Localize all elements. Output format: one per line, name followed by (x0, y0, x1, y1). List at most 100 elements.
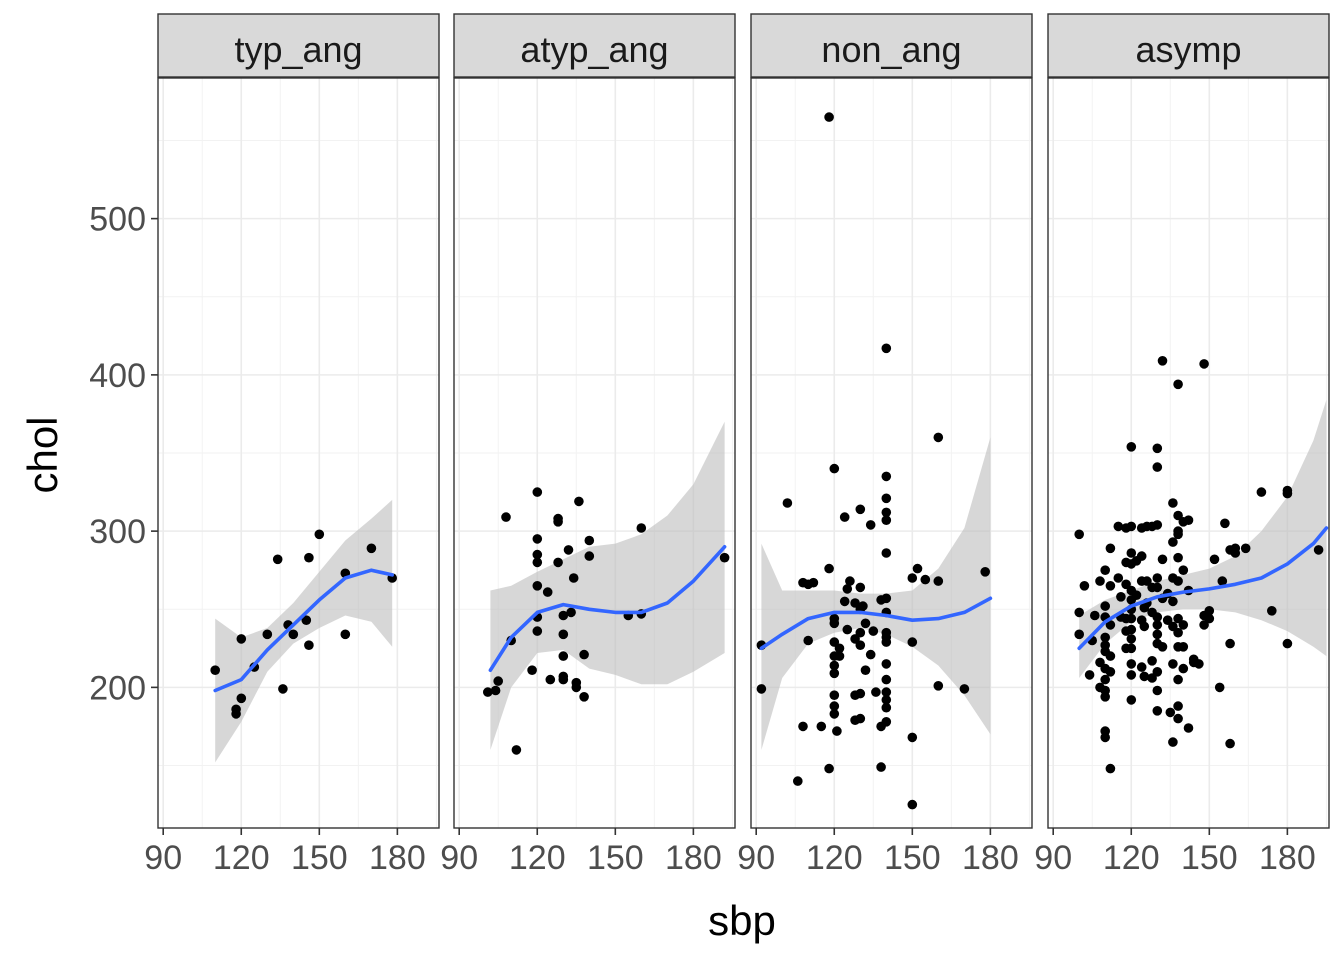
data-point (829, 690, 840, 700)
data-point (1100, 601, 1110, 611)
data-point (584, 535, 595, 546)
data-point (1267, 606, 1277, 616)
data-point (532, 549, 543, 560)
data-point (845, 576, 855, 586)
data-point (1152, 620, 1163, 630)
data-point (1204, 606, 1215, 616)
data-point (860, 665, 871, 675)
data-point (933, 432, 944, 443)
data-point (1090, 610, 1100, 621)
data-point (1173, 510, 1183, 521)
data-point (1173, 529, 1183, 540)
data-point (1178, 565, 1189, 575)
data-point (566, 607, 576, 618)
data-point (493, 676, 504, 686)
data-point (1126, 613, 1137, 624)
data-point (574, 496, 584, 507)
data-point (881, 637, 892, 647)
data-point (545, 674, 556, 685)
panel-border (453, 77, 736, 829)
y-tick-label: 500 (89, 201, 146, 239)
data-point (210, 665, 220, 675)
x-tick-label: 120 (213, 839, 270, 877)
x-tick-label: 150 (1181, 839, 1238, 877)
data-point (1282, 638, 1293, 649)
data-point (1240, 543, 1251, 554)
data-point (558, 610, 569, 621)
data-point (1152, 443, 1163, 454)
data-point (1152, 462, 1163, 472)
x-tick-label: 180 (962, 839, 1019, 877)
data-point (1095, 576, 1105, 586)
data-point (824, 763, 834, 774)
data-point (542, 587, 553, 597)
data-point (1079, 581, 1090, 591)
data-point (1157, 554, 1168, 565)
data-point (1178, 620, 1189, 630)
data-point (304, 640, 314, 650)
data-point (719, 552, 730, 563)
data-point (933, 681, 944, 691)
data-point (829, 709, 840, 719)
y-axis: 200 300 400 500 (89, 201, 158, 707)
data-point (1173, 627, 1183, 638)
data-point (907, 732, 918, 743)
data-point (1131, 590, 1142, 600)
data-point (532, 581, 543, 591)
data-point (881, 515, 892, 525)
data-point (980, 567, 990, 577)
data-point (907, 799, 918, 810)
data-point (568, 573, 579, 583)
x-tick-label: 120 (806, 839, 863, 877)
data-point (829, 463, 840, 474)
data-point (579, 692, 589, 702)
data-point (1220, 518, 1230, 529)
confidence-band (215, 499, 393, 763)
facet-strip (1047, 13, 1330, 78)
x-tick-label: 180 (1259, 839, 1316, 877)
x-axis-title: sbp (708, 897, 776, 944)
data-point (1178, 642, 1189, 652)
smooth-line (213, 568, 395, 693)
data-point (553, 517, 563, 527)
data-point (832, 726, 842, 736)
data-point (850, 598, 860, 608)
data-point (1168, 596, 1178, 607)
data-point (1168, 659, 1178, 669)
data-point (860, 618, 871, 629)
data-point (558, 651, 569, 661)
data-point (782, 498, 793, 508)
data-point (1152, 582, 1163, 593)
data-point (636, 523, 647, 533)
data-point (881, 548, 892, 558)
data-point (855, 582, 866, 593)
data-point (272, 554, 283, 565)
data-point (1147, 656, 1157, 666)
data-point (1173, 613, 1183, 624)
data-point (1100, 732, 1110, 743)
smooth-line (759, 596, 993, 651)
data-point (1126, 521, 1137, 532)
data-point (907, 637, 918, 647)
data-point (1126, 548, 1137, 558)
data-point (1173, 674, 1183, 685)
facet-strip (750, 13, 1033, 78)
data-point (366, 543, 377, 554)
smooth-line (1077, 526, 1329, 651)
x-tick-label: 90 (1034, 839, 1072, 877)
data-point (483, 687, 493, 697)
data-point (1126, 695, 1137, 705)
y-tick-label: 300 (89, 513, 146, 551)
data-point (1256, 487, 1267, 497)
data-point (855, 640, 866, 650)
data-point (511, 745, 522, 755)
data-point (1142, 576, 1152, 586)
facet-strip-label: non_ang (821, 29, 961, 70)
data-point (865, 520, 876, 530)
data-point (1209, 554, 1220, 565)
data-point (1194, 659, 1204, 669)
data-point (1168, 737, 1178, 747)
data-point (1105, 543, 1116, 554)
data-point (829, 660, 840, 671)
facet-strip (453, 13, 736, 78)
